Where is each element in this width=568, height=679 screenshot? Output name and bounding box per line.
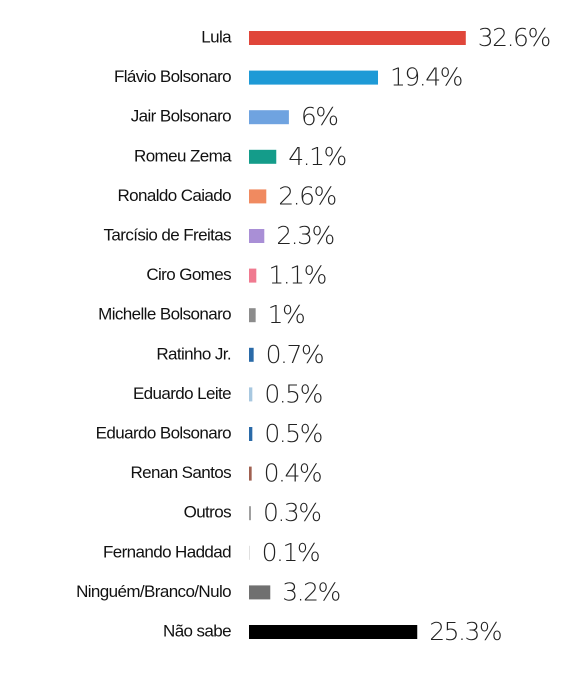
category-label: Eduardo Bolsonaro [96,423,231,442]
bar [249,387,253,402]
bar [249,506,251,521]
bar [249,466,252,481]
bar [249,268,257,283]
category-label: Romeu Zema [134,146,232,165]
category-label: Jair Bolsonaro [131,107,231,126]
bar [249,149,277,164]
category-label: Michelle Bolsonaro [98,305,231,324]
bar [249,110,289,125]
category-label: Ratinho Jr. [156,344,231,363]
value-label: 32.6% [478,23,550,52]
bar [249,308,256,323]
category-label: Outros [184,503,232,522]
bar [249,427,253,441]
bar [249,189,267,204]
bar [249,70,379,85]
value-label: 0.4% [264,459,322,488]
category-label: Eduardo Leite [133,384,231,403]
value-label: 1% [268,300,305,329]
value-label: 3.2% [282,577,340,606]
value-label: 0.3% [263,498,321,527]
value-label: 2.3% [276,221,334,250]
category-label: Ciro Gomes [146,265,231,284]
bar [249,625,418,639]
bar [249,229,265,243]
bar [249,347,254,362]
category-label: Não sabe [163,621,231,640]
value-label: 25.3% [429,617,501,646]
category-label: Fernando Haddad [103,542,231,561]
category-label: Renan Santos [130,463,231,482]
value-label: 4.1% [288,142,346,171]
category-label: Ronaldo Caiado [117,186,231,205]
category-label: Lula [201,27,232,46]
bar [249,31,466,45]
value-label: 2.6% [278,181,336,210]
category-label: Ninguém/Branco/Nulo [76,582,231,601]
value-label: 6% [301,102,338,131]
value-label: 19.4% [390,63,462,92]
category-label: Flávio Bolsonaro [114,67,231,86]
value-label: 0.1% [262,538,320,567]
category-label: Tarcísio de Freitas [104,225,232,244]
bar [249,585,271,600]
value-label: 0.7% [266,340,324,369]
value-label: 1.1% [268,261,326,290]
bar [249,545,250,560]
value-label: 0.5% [264,419,322,448]
value-label: 0.5% [264,379,322,408]
